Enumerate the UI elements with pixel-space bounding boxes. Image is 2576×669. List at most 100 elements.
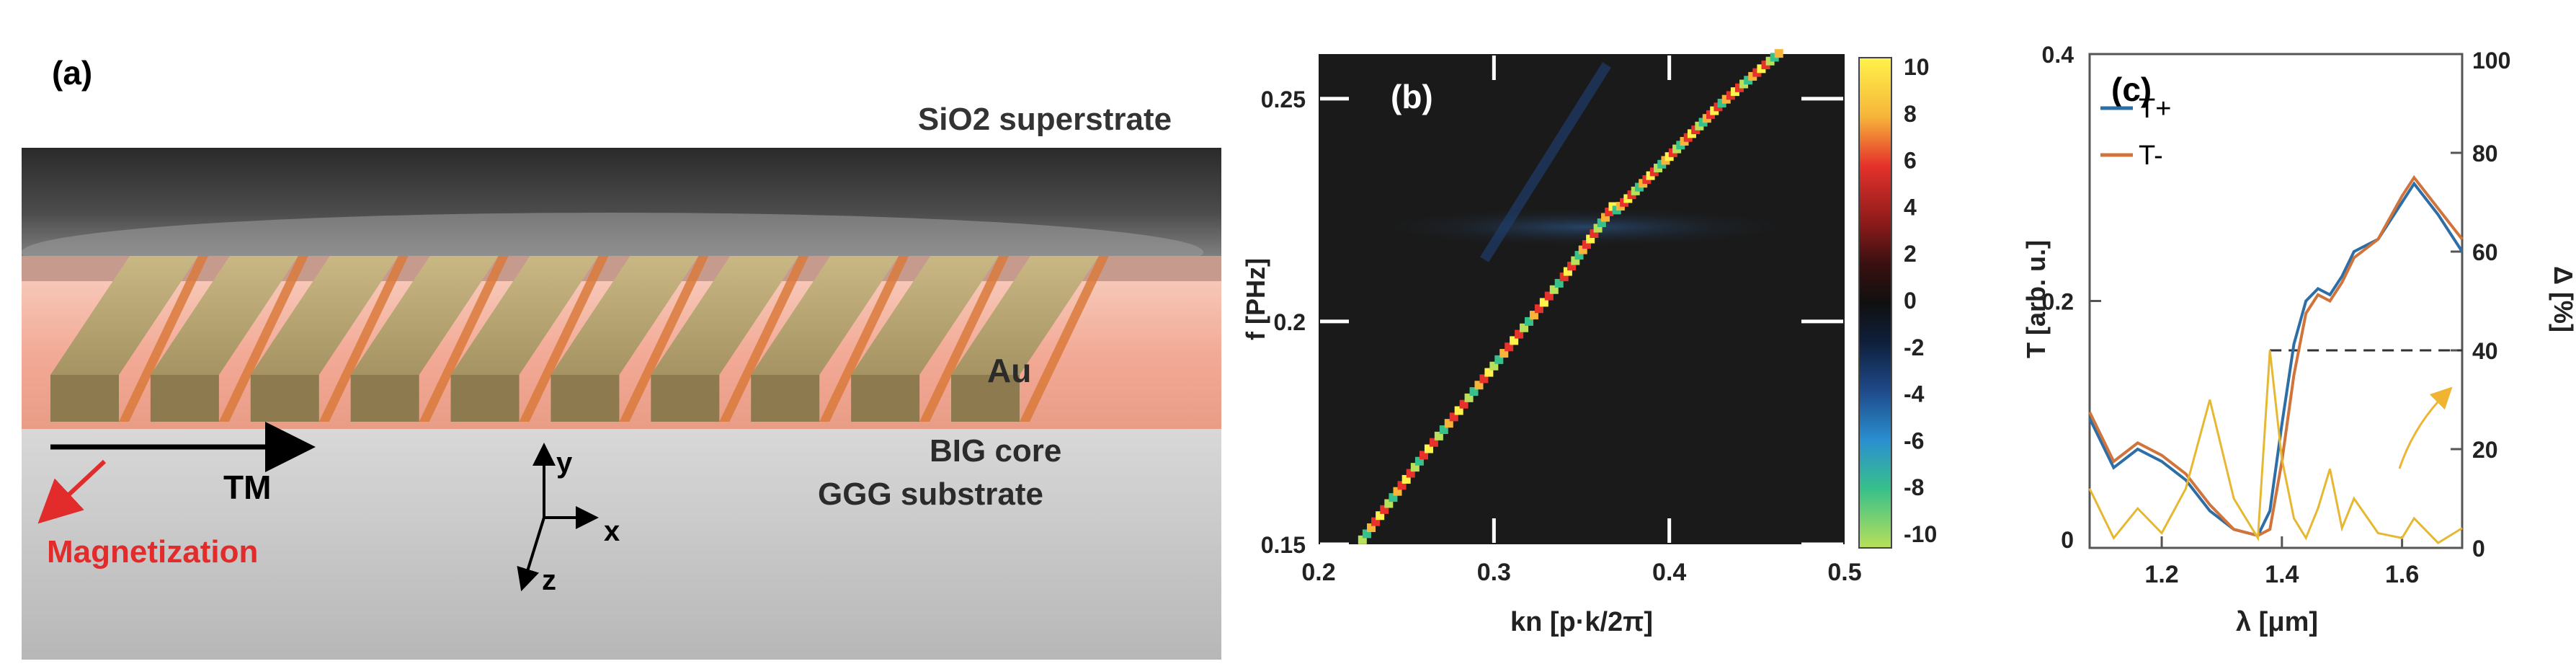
grating-bar-front <box>150 375 219 422</box>
colorbar-tick-label: 2 <box>1904 241 1917 267</box>
heatmap-cell <box>1726 91 1735 100</box>
metal-label: Au <box>987 352 1031 389</box>
panel-c: 1.2 1.4 1.6 0 0.2 0.4 0 20 40 60 80 100 (c) T+ T- λ… <box>2021 42 2576 637</box>
y-tick-label-right: 20 <box>2472 437 2498 463</box>
grating-bar-side <box>819 256 909 422</box>
grating-bar-top <box>851 256 999 375</box>
grating-bar-front <box>450 375 520 422</box>
colorbar-tick-label: 6 <box>1904 148 1917 174</box>
y-tick-label-right: 100 <box>2472 48 2510 74</box>
grating-bar-top <box>350 256 499 375</box>
axes-triad: y x z <box>517 443 620 596</box>
grating-bar-front <box>551 375 620 422</box>
panel-b-ylabel: f [PHz] <box>1241 258 1270 340</box>
z-axis-arrow <box>517 517 545 592</box>
y-tick-label-left: 0.4 <box>2042 42 2074 68</box>
heatmap-cell <box>1774 49 1783 58</box>
panel-c-legend: T+ T- <box>2100 94 2171 171</box>
x-tick-label: 0.2 <box>1301 559 1335 586</box>
x-tick-label: 0.3 <box>1477 559 1511 586</box>
y-tick-label-left: 0 <box>2061 527 2074 553</box>
coupling-glow <box>1369 207 1801 247</box>
magnetization-arrow <box>37 459 107 524</box>
substrate-layer <box>22 429 1221 660</box>
grating-bar-top <box>551 256 699 375</box>
grating-bar-top <box>651 256 799 375</box>
grating-bar-front <box>951 375 1020 422</box>
z-axis-label: z <box>542 564 556 596</box>
grating-bar-front <box>350 375 419 422</box>
grating-bar-side <box>919 256 1010 422</box>
legend-tplus: T+ <box>2139 94 2171 124</box>
grating-bar-side <box>318 256 409 422</box>
substrate-label: GGG substrate <box>818 477 1043 512</box>
grating-bar-top <box>250 256 398 375</box>
colorbar-ticks: 10 8 6 4 2 0 -2 -4 -6 -8 -10 <box>1904 54 1937 547</box>
grating-bar-side <box>519 256 609 422</box>
grating-bar-top <box>450 256 599 375</box>
y-tick-label: 0.25 <box>1261 87 1306 112</box>
grating-bar-top <box>751 256 899 375</box>
colorbar <box>1858 57 1892 549</box>
panel-a: (a) SiO2 superstrate Au BIG core GGG sub… <box>22 54 1221 660</box>
x-axis-label: x <box>604 515 620 547</box>
panel-c-ylabel-left: T [arb. u.] <box>2021 240 2051 358</box>
grating-bar-top <box>50 256 198 375</box>
panel-b-label: (b) <box>1391 78 1433 115</box>
colorbar-tick-label: 0 <box>1904 288 1917 314</box>
y-tick-label: 0.2 <box>1274 309 1306 335</box>
grating-bar-top <box>951 256 1099 375</box>
colorbar-tick-label: -8 <box>1904 474 1924 500</box>
grating-bar-front <box>250 375 319 422</box>
grating-bar-side <box>719 256 809 422</box>
grating-bar-front <box>50 375 119 422</box>
grating-bar-side <box>218 256 308 422</box>
magnetization-label: Magnetization <box>47 534 258 570</box>
series-line-tplus <box>2088 181 2464 538</box>
x-tick-label: 1.2 <box>2144 561 2178 588</box>
au-grating <box>50 256 1109 422</box>
core-label: BIG core <box>930 433 1061 469</box>
grating-bar-side <box>619 256 709 422</box>
grating-bar-front <box>851 375 920 422</box>
x-tick-label: 1.6 <box>2385 561 2419 588</box>
y-tick-label-left: 0.2 <box>2042 289 2074 315</box>
superstrate-label: SiO2 superstrate <box>918 102 1172 137</box>
panel-b-ticks: 0.2 0.3 0.4 0.50.150.20.25 <box>1261 56 1862 586</box>
y-tick-label-right: 0 <box>2472 536 2485 562</box>
colorbar-tick-label: -6 <box>1904 427 1924 453</box>
colorbar-tick-label: 8 <box>1904 101 1917 127</box>
tm-label: TM <box>223 469 271 506</box>
x-tick-label: 0.4 <box>1652 559 1686 586</box>
y-tick-label-right: 40 <box>2472 338 2498 364</box>
grating-bar-side <box>119 256 208 422</box>
series-line-delta <box>2088 350 2463 545</box>
panel-b: 0.2 0.3 0.4 0.50.150.20.25 (b) kn [p·k/2π] … <box>1241 49 1937 637</box>
colorbar-tick-label: -4 <box>1904 381 1925 407</box>
x-tick-label: 0.5 <box>1827 559 1861 586</box>
grating-bar-side <box>419 256 509 422</box>
x-tick-label: 1.4 <box>2265 561 2299 588</box>
dispersion-branches <box>1358 49 1783 544</box>
legend-tminus: T- <box>2139 141 2163 171</box>
series-line-tminus <box>2088 174 2464 538</box>
y-tick-label-right: 60 <box>2472 239 2498 265</box>
colorbar-tick-label: -2 <box>1904 334 1924 360</box>
panel-c-ticks: 1.2 1.4 1.6 0 0.2 0.4 0 20 40 60 80 100 <box>2042 42 2511 588</box>
panel-b-xlabel: kn [p·k/2π] <box>1510 607 1653 637</box>
faint-branch <box>1480 62 1611 262</box>
colorbar-tick-label: 4 <box>1904 194 1917 220</box>
y-tick-label: 0.15 <box>1261 532 1306 558</box>
panel-c-ylabel-right: Δ [%] <box>2549 266 2576 332</box>
grating-bar-top <box>150 256 298 375</box>
heatmap-cell <box>1474 381 1484 390</box>
delta-arrow <box>2398 386 2453 469</box>
panel-c-series <box>2088 174 2464 545</box>
colorbar-tick-label: -10 <box>1904 521 1937 547</box>
grating-bar-front <box>651 375 720 422</box>
grating-bar-front <box>751 375 820 422</box>
y-tick-label-right: 80 <box>2472 141 2498 167</box>
heatmap-background <box>1319 54 1845 544</box>
y-axis-label: y <box>556 447 573 479</box>
